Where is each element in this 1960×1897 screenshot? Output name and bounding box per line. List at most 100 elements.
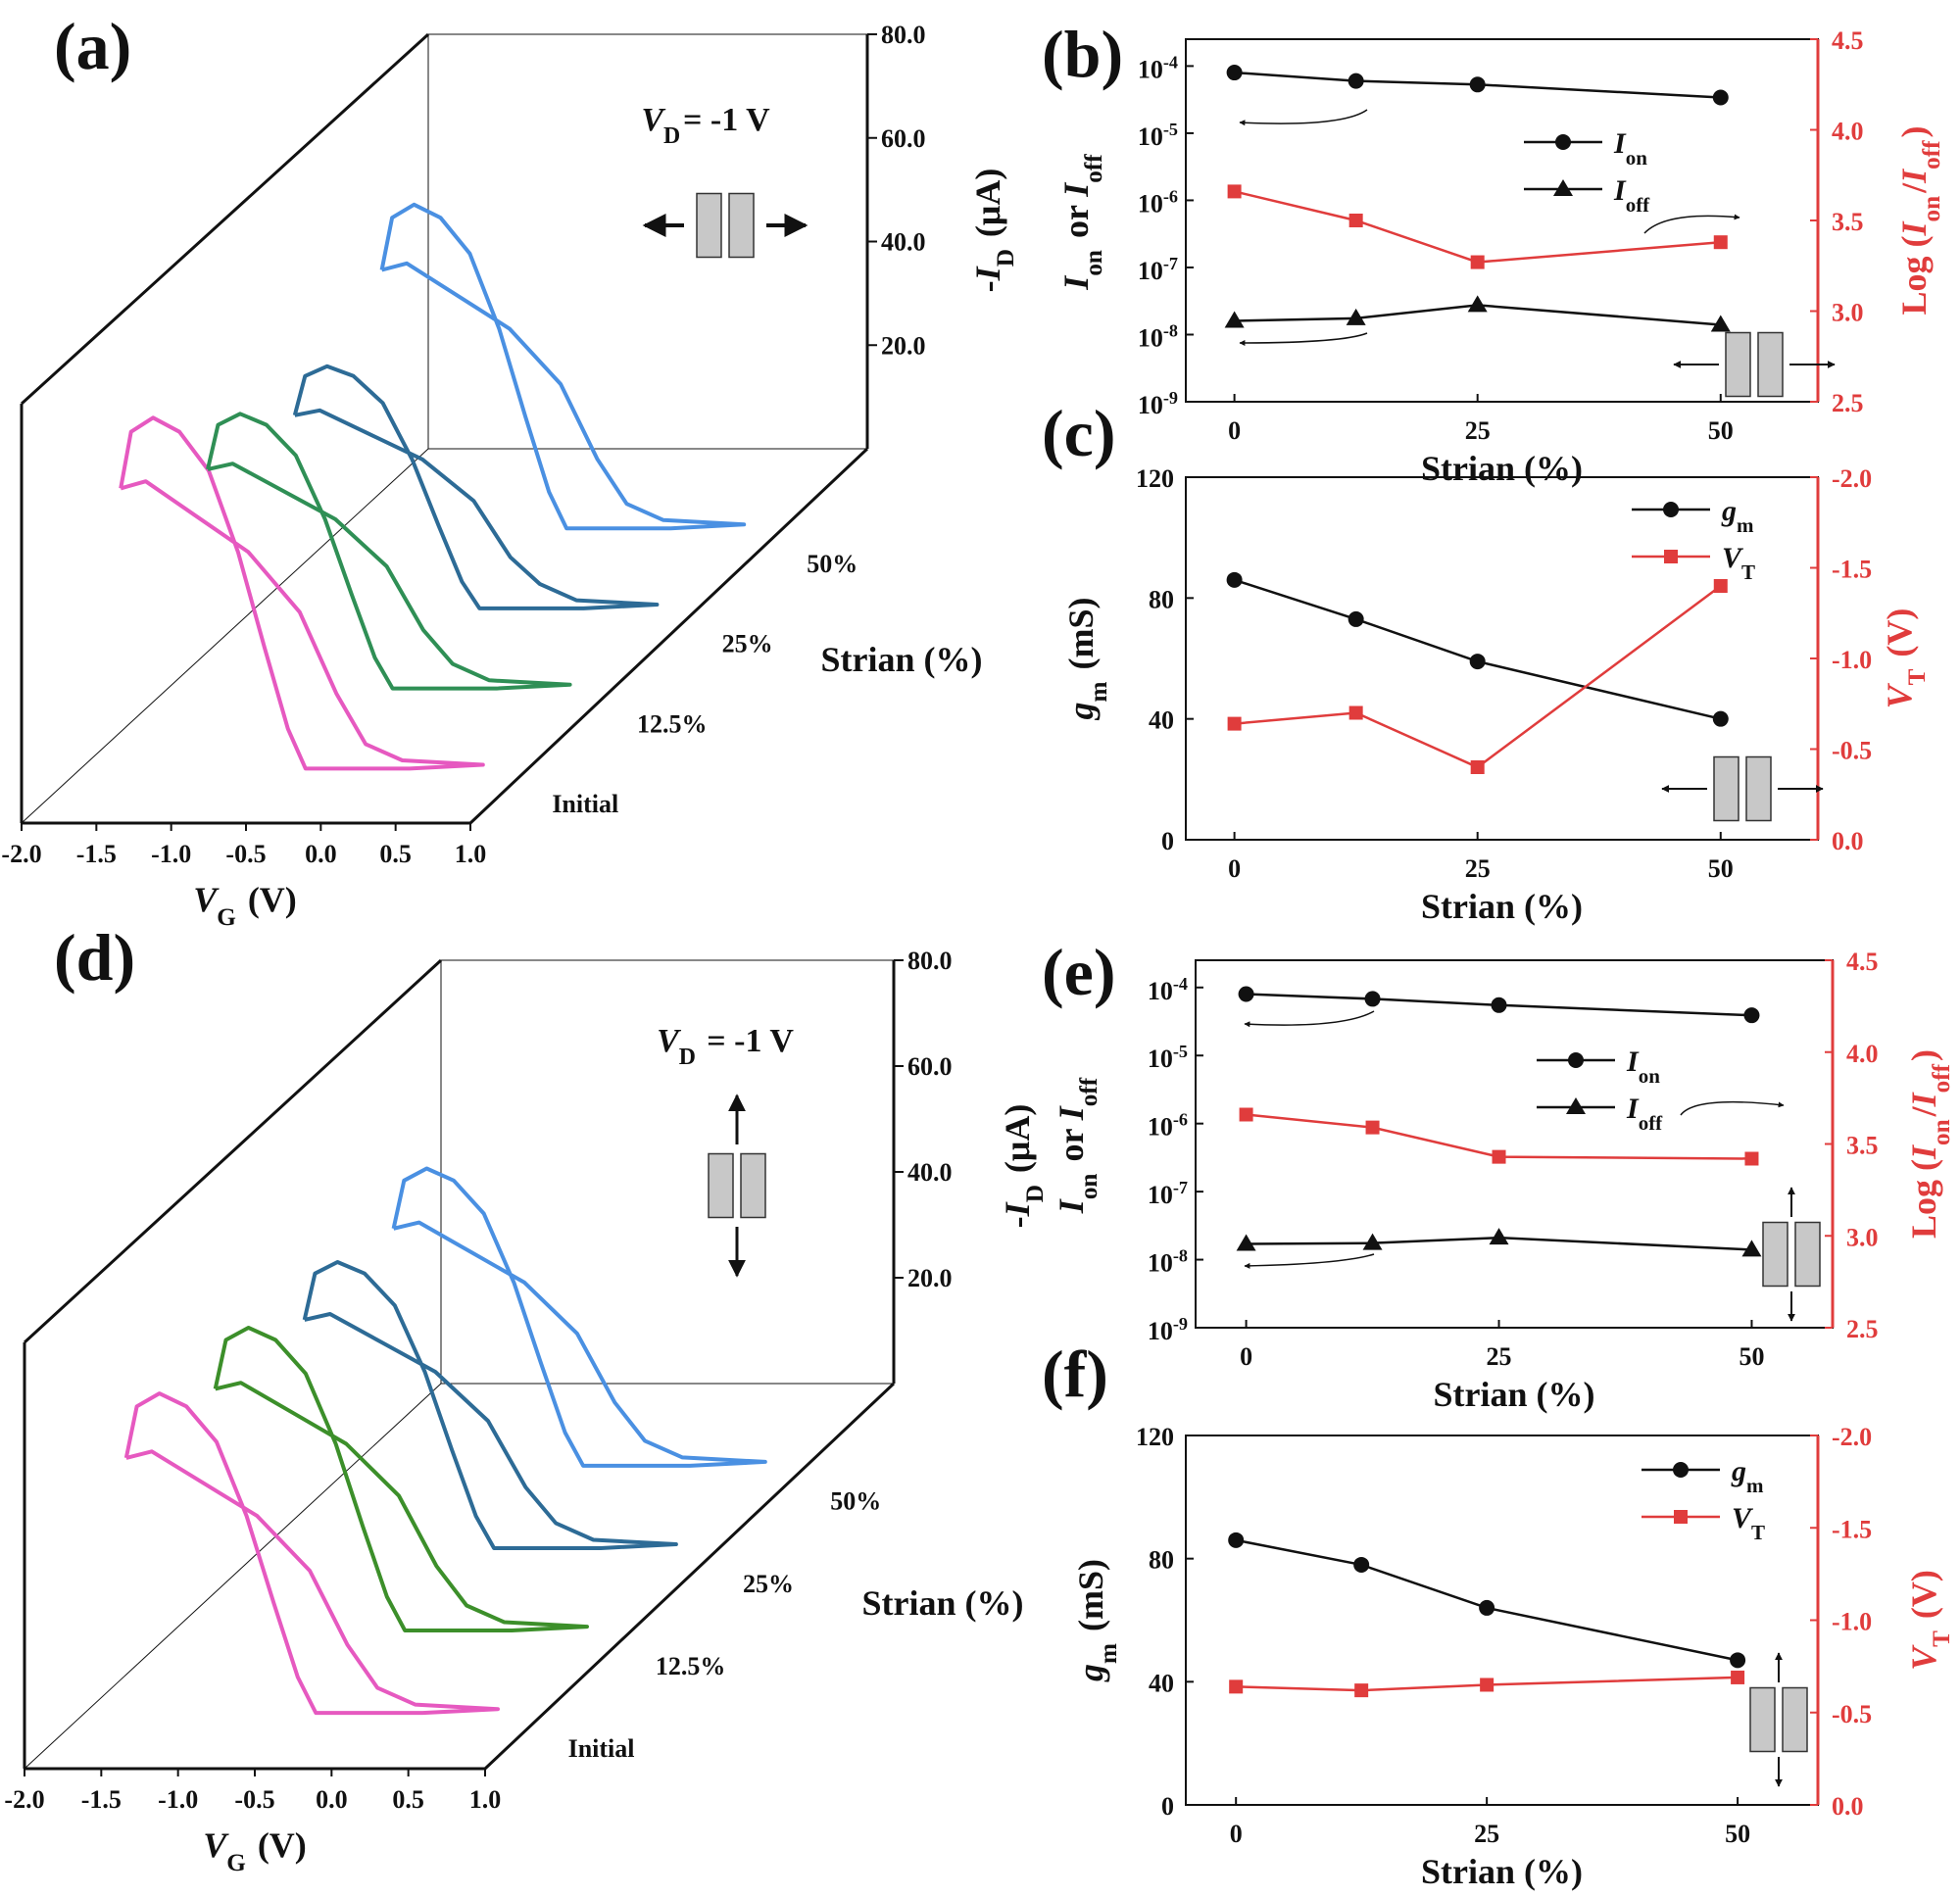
data-point (1489, 1228, 1509, 1245)
data-point (1479, 1599, 1495, 1616)
data-point (1236, 1234, 1256, 1251)
x-axis-title: Strian (%) (1434, 1375, 1595, 1414)
data-point (1491, 997, 1507, 1013)
y-right-tick-label: -1.5 (1832, 556, 1872, 584)
pointer-arrow-icon (1680, 1100, 1785, 1116)
data-point (1469, 654, 1486, 670)
data-point (1227, 716, 1242, 731)
x-tick-label: 0 (1228, 854, 1241, 883)
x-tick-label: -0.5 (225, 840, 266, 868)
y-right-tick-label: 4.5 (1846, 948, 1879, 976)
y-left-tick-label: 10-9 (1138, 388, 1178, 419)
x-tick-label: 25 (1465, 416, 1491, 445)
data-point (1743, 1007, 1760, 1024)
x-tick-label: -2.0 (1, 840, 41, 868)
curve-50pct (379, 202, 747, 531)
vd-annotation: VD = -1 V (641, 102, 770, 149)
y-left-tick-label: 10-7 (1148, 1178, 1188, 1209)
z-tick-label: 80.0 (907, 947, 953, 975)
y-left-tick-label: 40 (1149, 1669, 1174, 1697)
data-point (1348, 610, 1364, 627)
y-left-axis-title: gm (mS) (1061, 598, 1112, 721)
y-left-axis-title: gm (mS) (1071, 1559, 1122, 1682)
depth-axis-line (468, 447, 869, 825)
electrode-icon (1725, 331, 1751, 398)
curve-50pct (391, 1166, 767, 1468)
legend-marker (1664, 550, 1678, 563)
series-line-logionioff (1234, 190, 1721, 264)
series-line-vt (1234, 584, 1722, 769)
series-line-gm (1234, 578, 1722, 720)
y-left-tick-label: 10-6 (1138, 186, 1178, 218)
y-left-tick-label: 80 (1149, 585, 1174, 613)
x-tick-label: 25 (1487, 1342, 1512, 1371)
series-line-ioff (1246, 1236, 1752, 1251)
x-tick-label: 0 (1240, 1342, 1252, 1371)
x-tick-label: 50 (1708, 854, 1734, 883)
panel-b: (b) 0 25 50 Strian (%) 10-9 10-8 10-7 10-6 10-5 10… (1042, 17, 1945, 488)
z-axis-title: -ID (μA) (968, 169, 1019, 293)
data-point (1741, 1240, 1762, 1257)
pointer-arrow-icon (1643, 214, 1740, 234)
x-tick-label: 50 (1708, 416, 1734, 445)
x-tick-label: 25 (1465, 854, 1491, 883)
x-tick-label: 0.5 (379, 840, 412, 868)
x-tick-label: 50 (1725, 1820, 1750, 1848)
z-axis-title: -ID (μA) (998, 1104, 1049, 1229)
strain-device-icon (696, 192, 755, 259)
y-right-tick-label: 2.5 (1846, 1315, 1879, 1343)
x-tick-label: 50 (1739, 1342, 1764, 1371)
z-tick-label: 40.0 (907, 1158, 953, 1187)
x-tick-label: 1.0 (469, 1785, 502, 1814)
legend-label: gm (1721, 495, 1756, 537)
strain-level-label: 50% (830, 1487, 881, 1516)
strain-level-label: 25% (722, 630, 773, 658)
data-point (1480, 1678, 1494, 1692)
panel-d: (d) -2.0 -1.5 -1.0 -0.5 0.0 0.5 1.0 VG (V) 20.0 40… (4, 920, 1048, 1876)
y-left-tick-label: 10-4 (1148, 974, 1188, 1005)
y-right-tick-label: 2.5 (1832, 389, 1864, 417)
x-tick-label: -1.5 (81, 1785, 122, 1814)
electrode-icon (708, 1152, 734, 1219)
electrode-icon (1782, 1686, 1808, 1753)
y-left-tick-label: 10-5 (1148, 1042, 1188, 1073)
y-right-tick-label: -2.0 (1832, 1423, 1872, 1451)
x-tick-label: -1.5 (76, 840, 117, 868)
data-point (1731, 1670, 1745, 1684)
data-point (1348, 705, 1363, 720)
strain-device-icon (1713, 755, 1772, 822)
vd-annotation: VD = -1 V (657, 1023, 794, 1070)
strain-level-label: Initial (568, 1734, 635, 1763)
data-point (1228, 1532, 1245, 1548)
strain-level-label: 12.5% (637, 709, 708, 738)
x-axis-title: Strian (%) (1421, 449, 1583, 488)
floor-diagonal (24, 1383, 442, 1770)
curve-12-5pct (213, 1326, 589, 1632)
y-right-tick-label: 4.5 (1832, 26, 1864, 55)
data-point (1470, 255, 1485, 269)
legend-marker (1553, 179, 1573, 196)
y-left-tick-label: 40 (1149, 706, 1174, 735)
data-point (1348, 214, 1363, 227)
strain-device-icon (1749, 1686, 1808, 1753)
legend-label: gm (1731, 1455, 1766, 1497)
legend-label: Ion (1613, 127, 1649, 170)
y-right-tick-label: -1.0 (1832, 1608, 1872, 1636)
y-right-tick-label: -1.5 (1832, 1515, 1872, 1543)
floor-diagonal (21, 448, 429, 824)
data-point (1224, 311, 1245, 328)
data-point (1744, 1151, 1759, 1166)
electrode-icon (696, 192, 722, 259)
y-left-tick-label: 10-7 (1138, 254, 1178, 285)
legend-label: VT (1722, 542, 1758, 584)
strain-device-icon (1762, 1221, 1821, 1288)
data-point (1712, 710, 1729, 727)
z-tick-label: 80.0 (881, 21, 926, 49)
y-right-tick-label: 4.0 (1832, 118, 1864, 146)
legend-marker (1566, 1097, 1586, 1114)
data-point (1713, 235, 1728, 250)
data-point (1365, 1120, 1380, 1135)
panel-label: (d) (54, 920, 135, 995)
y-left-tick-label: 10-6 (1148, 1110, 1188, 1142)
data-point (1713, 579, 1728, 593)
